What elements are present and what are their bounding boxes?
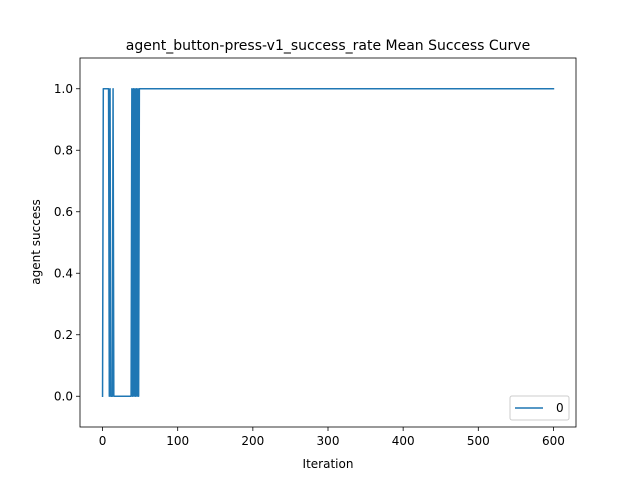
x-tick-label: 0 bbox=[99, 434, 107, 448]
y-tick-label: 0.8 bbox=[54, 143, 73, 157]
x-tick-label: 200 bbox=[241, 434, 264, 448]
series-line bbox=[101, 88, 555, 398]
y-tick-label: 0.0 bbox=[54, 389, 73, 403]
y-tick-label: 0.6 bbox=[54, 205, 73, 219]
y-axis-label: agent success bbox=[29, 199, 43, 284]
x-tick-label: 300 bbox=[317, 434, 340, 448]
legend: 0 bbox=[509, 395, 570, 421]
x-tick-label: 400 bbox=[392, 434, 415, 448]
x-axis-ticks: 0 100 200 300 400 500 600 bbox=[99, 427, 565, 448]
chart-title: agent_button-press-v1_success_rate Mean … bbox=[126, 38, 530, 54]
y-tick-label: 1.0 bbox=[54, 82, 73, 96]
y-tick-label: 0.2 bbox=[54, 328, 73, 342]
x-tick-label: 600 bbox=[542, 434, 565, 448]
plot-area bbox=[80, 58, 576, 427]
x-axis-label: Iteration bbox=[303, 457, 354, 471]
x-tick-label: 500 bbox=[467, 434, 490, 448]
plot-frame bbox=[79, 57, 577, 428]
y-tick-label: 0.4 bbox=[54, 266, 73, 280]
y-axis-ticks: 0.0 0.2 0.4 0.6 0.8 1.0 bbox=[54, 82, 80, 403]
x-tick-label: 100 bbox=[166, 434, 189, 448]
legend-label: 0 bbox=[556, 401, 564, 415]
